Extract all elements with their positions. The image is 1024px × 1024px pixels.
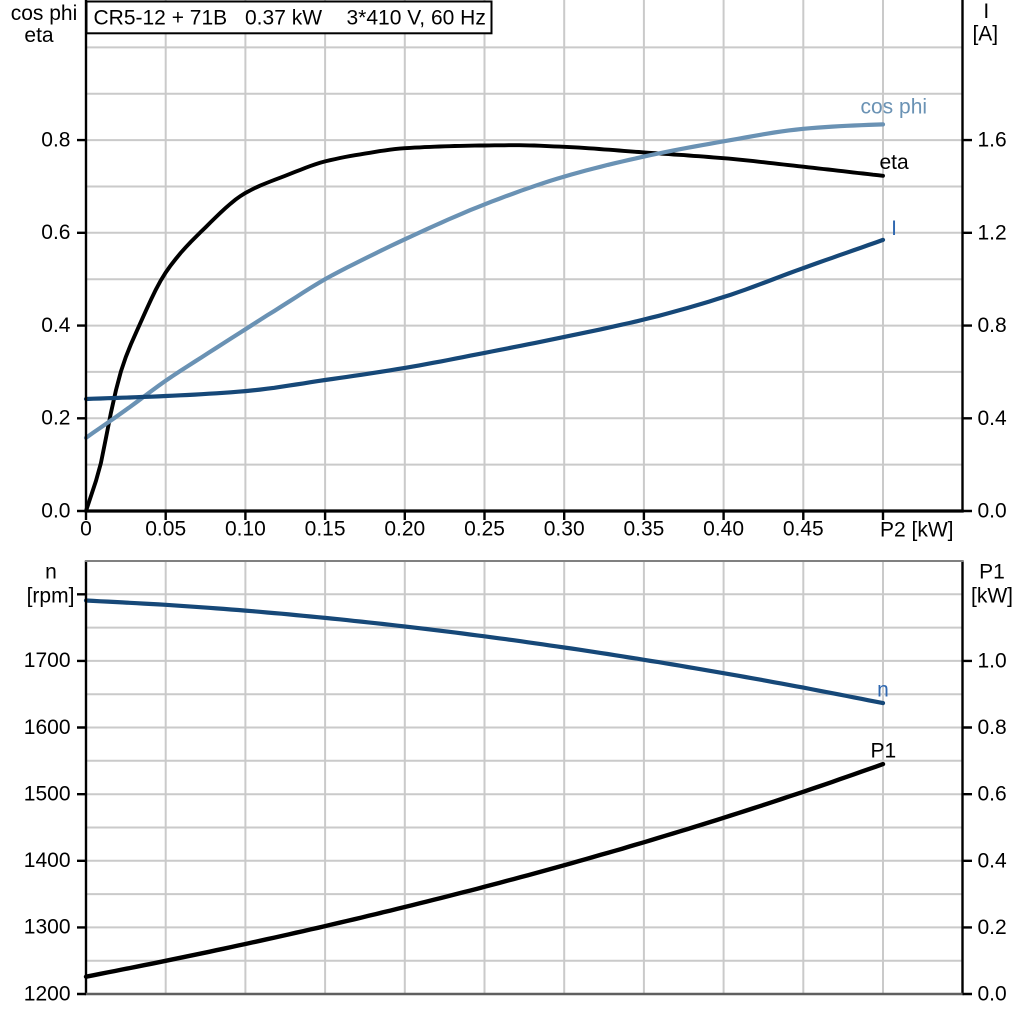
svg-text:1300: 1300 — [24, 916, 71, 939]
svg-text:P1: P1 — [871, 740, 897, 763]
svg-text:0.37 kW: 0.37 kW — [245, 7, 322, 30]
svg-text:0.0: 0.0 — [978, 983, 1007, 1006]
svg-text:0.4: 0.4 — [41, 314, 71, 337]
svg-text:0.6: 0.6 — [41, 221, 70, 244]
svg-text:0.30: 0.30 — [544, 518, 585, 541]
svg-text:eta: eta — [880, 151, 910, 174]
svg-text:0.2: 0.2 — [41, 407, 70, 430]
svg-text:1600: 1600 — [24, 716, 71, 739]
svg-text:cos phi: cos phi — [11, 2, 78, 25]
svg-text:CR5-12 + 71B: CR5-12 + 71B — [94, 7, 228, 30]
svg-text:0.4: 0.4 — [978, 849, 1008, 872]
svg-text:0.05: 0.05 — [145, 518, 186, 541]
svg-text:1.6: 1.6 — [978, 129, 1007, 152]
svg-text:[A]: [A] — [972, 22, 998, 45]
svg-text:eta: eta — [24, 24, 54, 47]
svg-text:0.0: 0.0 — [41, 499, 70, 522]
svg-text:1200: 1200 — [24, 982, 71, 1005]
svg-text:0.20: 0.20 — [384, 518, 425, 541]
svg-text:I: I — [891, 217, 897, 240]
svg-text:1.2: 1.2 — [978, 221, 1007, 244]
svg-text:3*410 V, 60 Hz: 3*410 V, 60 Hz — [347, 7, 486, 30]
svg-text:0.8: 0.8 — [978, 314, 1007, 337]
svg-text:[rpm]: [rpm] — [27, 585, 75, 608]
svg-text:P2 [kW]: P2 [kW] — [880, 519, 954, 542]
svg-text:[kW]: [kW] — [971, 585, 1013, 608]
svg-text:0.6: 0.6 — [978, 783, 1007, 806]
svg-text:P1: P1 — [979, 561, 1005, 584]
svg-text:0.0: 0.0 — [978, 500, 1007, 523]
svg-text:1400: 1400 — [24, 849, 71, 872]
svg-text:0.25: 0.25 — [464, 518, 505, 541]
svg-text:0.2: 0.2 — [978, 916, 1007, 939]
svg-text:0.8: 0.8 — [41, 128, 70, 151]
svg-text:n: n — [45, 561, 57, 584]
svg-text:0.40: 0.40 — [703, 518, 744, 541]
svg-text:0.10: 0.10 — [225, 518, 266, 541]
svg-text:0.45: 0.45 — [783, 518, 824, 541]
svg-text:1500: 1500 — [24, 782, 71, 805]
svg-text:1700: 1700 — [24, 649, 71, 672]
svg-text:0.35: 0.35 — [623, 518, 664, 541]
svg-text:n: n — [877, 679, 889, 702]
svg-text:I: I — [983, 0, 989, 23]
svg-text:0: 0 — [80, 518, 92, 541]
svg-text:1.0: 1.0 — [978, 649, 1007, 672]
svg-text:0.15: 0.15 — [305, 518, 346, 541]
svg-text:cos phi: cos phi — [861, 96, 928, 119]
svg-text:0.8: 0.8 — [978, 716, 1007, 739]
svg-text:0.4: 0.4 — [978, 407, 1008, 430]
